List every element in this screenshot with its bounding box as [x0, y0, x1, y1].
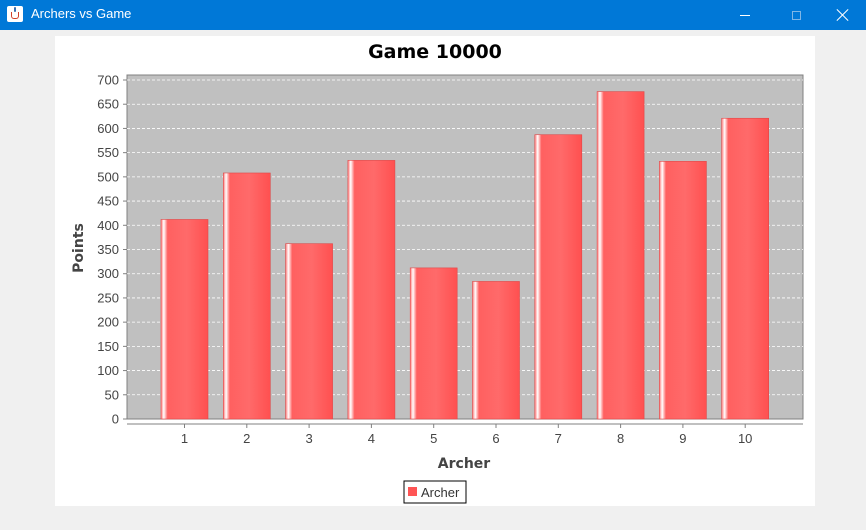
y-axis-title: Points: [71, 223, 87, 273]
x-tick-label: 7: [555, 431, 562, 446]
bar-archer-2: [223, 172, 271, 420]
maximize-button[interactable]: [773, 0, 819, 30]
bar-archer-4: [347, 160, 396, 420]
bars: [160, 91, 770, 420]
minimize-button[interactable]: [722, 0, 768, 30]
y-tick-label: 200: [97, 315, 119, 330]
legend-box: [403, 480, 467, 504]
bar-archer-5: [409, 267, 458, 420]
y-tick-label: 250: [97, 290, 119, 305]
bar-archer-6: [472, 281, 520, 420]
x-tick-label: 8: [617, 431, 624, 446]
y-tick-label: 450: [97, 194, 119, 209]
y-tick-label: 100: [97, 363, 119, 378]
bar-archer-8: [596, 91, 645, 420]
y-tick-label: 500: [97, 169, 119, 184]
y-tick-label: 300: [97, 266, 119, 281]
chart-title: Game 10000: [368, 41, 502, 63]
java-cup-icon: [7, 6, 23, 22]
y-tick-label: 650: [97, 97, 119, 112]
y-tick-label: 0: [112, 412, 119, 427]
legend: Archer: [403, 480, 467, 504]
x-tick-label: 9: [679, 431, 686, 446]
bar-archer-10: [721, 117, 770, 420]
x-tick-label: 10: [738, 431, 752, 446]
x-tick-label: 5: [430, 431, 437, 446]
y-tick-label: 150: [97, 339, 119, 354]
window-title: Archers vs Game: [31, 6, 132, 21]
y-tick-label: 350: [97, 242, 119, 257]
y-axis-ticks: 0 50 100 150 200 250 300 350 400 450 500 550 600 650 7…: [97, 73, 127, 427]
x-axis-ticks: 1 2 3 4 5 6 7 8 9 10: [181, 424, 752, 446]
maximize-icon: [791, 10, 801, 20]
window-titlebar: Archers vs Game: [0, 0, 866, 30]
y-tick-label: 400: [97, 218, 119, 233]
x-tick-label: 3: [305, 431, 312, 446]
bar-archer-3: [285, 243, 333, 420]
x-axis-title: Archer: [438, 456, 491, 472]
x-tick-label: 6: [492, 431, 499, 446]
x-tick-label: 2: [243, 431, 250, 446]
minimize-icon: [740, 14, 750, 16]
bar-archer-9: [659, 161, 707, 420]
bar-archer-7: [534, 134, 583, 420]
y-tick-label: 600: [97, 121, 119, 136]
x-tick-label: 1: [181, 431, 188, 446]
legend-label: Archer: [421, 485, 460, 500]
x-tick-label: 4: [368, 431, 375, 446]
y-tick-label: 700: [97, 73, 119, 88]
y-tick-label: 50: [105, 387, 119, 402]
y-tick-label: 550: [97, 145, 119, 160]
bar-archer-1: [160, 219, 209, 420]
legend-swatch: [408, 487, 417, 496]
